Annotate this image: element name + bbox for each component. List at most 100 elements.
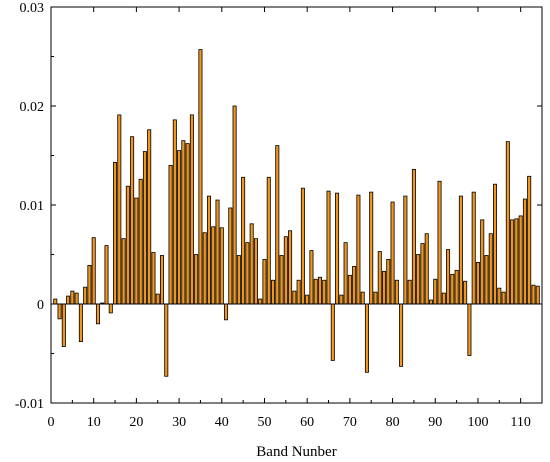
bar-band-96: [458, 195, 463, 305]
x-tick-label: 70: [343, 415, 357, 430]
bar-band-51: [266, 176, 271, 305]
bar-band-99: [471, 191, 476, 305]
y-tick-label: -0.01: [15, 397, 44, 412]
bar-band-81: [394, 279, 399, 305]
bar-band-101: [480, 219, 485, 305]
bar-band-21: [138, 178, 143, 305]
bar-band-31: [181, 140, 186, 305]
bar-band-30: [177, 150, 182, 305]
bar-band-9: [87, 264, 92, 305]
bar-band-8: [83, 286, 88, 305]
bar-band-111: [522, 198, 527, 305]
x-tick-label: 80: [386, 415, 400, 430]
bar-band-45: [241, 176, 246, 305]
bar-band-27: [164, 303, 169, 377]
y-tick-label: 0.02: [20, 100, 45, 115]
bar-band-18: [125, 185, 130, 305]
x-tick-label: 0: [48, 415, 55, 430]
bar-band-41: [224, 303, 229, 321]
bar-band-73: [360, 291, 365, 305]
bar-band-37: [206, 195, 211, 305]
bar-band-112: [527, 175, 532, 305]
y-tick-label: 0.03: [20, 1, 45, 16]
bar-band-88: [424, 233, 429, 305]
bar-band-7: [78, 303, 83, 343]
bar-band-28: [168, 164, 173, 305]
bar-band-38: [211, 226, 216, 305]
bar-band-47: [249, 223, 254, 305]
bar-band-15: [113, 162, 118, 305]
x-tick-label: 90: [428, 415, 442, 430]
bar-band-85: [411, 168, 416, 305]
x-tick-label: 100: [467, 415, 488, 430]
bar-band-54: [279, 255, 284, 305]
bar-band-24: [151, 252, 156, 305]
bar-band-43: [232, 105, 237, 305]
bar-band-36: [202, 232, 207, 305]
bar-band-44: [236, 255, 241, 305]
bar-band-72: [356, 194, 361, 305]
x-tick-label: 50: [257, 415, 271, 430]
bar-band-65: [326, 190, 331, 305]
bar-band-22: [142, 151, 147, 305]
bar-band-35: [198, 49, 203, 305]
bar-band-46: [245, 242, 250, 305]
bar-band-80: [390, 201, 395, 305]
bar-band-58: [296, 279, 301, 305]
bar-band-66: [330, 303, 335, 361]
bar-band-77: [377, 251, 382, 305]
x-tick-label: 20: [129, 415, 143, 430]
bar-band-55: [283, 236, 288, 305]
bar-band-14: [108, 303, 113, 314]
bar-band-67: [335, 192, 340, 305]
bar-band-79: [386, 259, 391, 305]
bar-band-23: [147, 129, 152, 305]
bar-band-75: [369, 191, 374, 305]
bar-band-29: [172, 119, 177, 305]
bar-band-70: [347, 274, 352, 305]
x-tick-label: 30: [172, 415, 186, 430]
bar-band-25: [155, 293, 160, 305]
bar-band-74: [364, 303, 369, 373]
bar-band-62: [313, 278, 318, 305]
x-axis-title: Band Nunber: [256, 444, 336, 460]
bar-band-78: [382, 270, 387, 305]
bar-band-33: [189, 114, 194, 305]
bar-band-87: [420, 243, 425, 305]
bar-band-114: [535, 285, 540, 305]
bar-band-11: [95, 303, 100, 325]
bar-band-90: [433, 278, 438, 305]
bar-band-100: [475, 262, 480, 305]
bar-band-103: [488, 233, 493, 305]
bar-band-95: [454, 269, 459, 305]
bar-band-102: [484, 255, 489, 305]
bar-band-16: [117, 114, 122, 305]
bar-band-76: [373, 291, 378, 305]
bar-band-5: [70, 290, 75, 305]
bar-band-110: [518, 215, 523, 305]
bars-group: [53, 49, 540, 377]
bar-band-106: [501, 291, 506, 305]
bar-band-34: [194, 254, 199, 305]
bar-band-26: [160, 255, 165, 305]
x-axis: 0 10 20 30 40 50 60 70 80 90 100 110: [48, 7, 531, 430]
x-tick-label: 10: [87, 415, 101, 430]
bar-band-17: [121, 238, 126, 305]
bar-band-56: [288, 230, 293, 305]
bar-band-3: [61, 303, 66, 347]
bar-band-69: [343, 242, 348, 305]
bar-band-83: [403, 195, 408, 305]
bar-band-84: [407, 279, 412, 305]
bar-band-40: [219, 227, 224, 305]
bar-band-71: [352, 265, 357, 305]
bar-band-64: [322, 279, 327, 305]
bar-band-93: [446, 249, 451, 305]
bar-band-39: [215, 199, 220, 305]
x-tick-label: 60: [300, 415, 314, 430]
bar-band-107: [505, 141, 510, 305]
y-tick-label: 0: [37, 298, 44, 313]
bar-band-63: [317, 276, 322, 305]
bar-band-61: [309, 250, 314, 305]
bar-band-50: [262, 259, 267, 305]
